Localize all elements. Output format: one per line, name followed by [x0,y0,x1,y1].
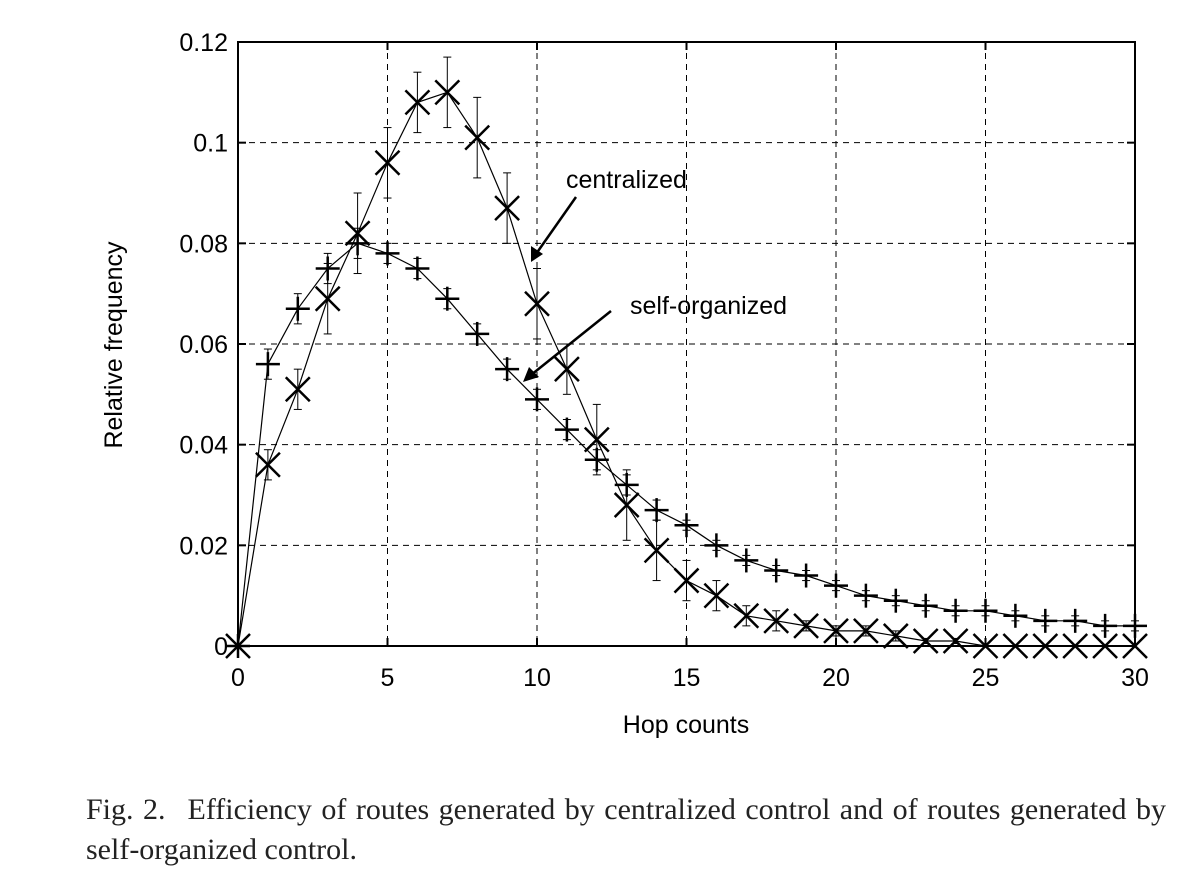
data-point [314,285,341,312]
data-point [882,623,909,649]
x-tick-label: 5 [381,664,395,692]
annotation-self-organized-arrow [530,310,612,376]
data-point [913,593,938,618]
data-point [644,498,669,523]
data-point [794,563,819,588]
data-point [763,607,790,634]
data-point [733,602,760,629]
data-point [374,149,401,176]
data-point [824,573,848,598]
data-point [943,598,968,623]
data-point [912,628,939,654]
annotation-centralized-label: centralized [566,166,687,194]
x-tick-label: 20 [822,664,850,692]
figure-caption-label: Fig. 2. [86,793,166,826]
data-point [1033,608,1058,633]
annotation-self-organized-arrowhead [523,367,539,382]
data-point [734,548,759,573]
data-point [284,376,311,403]
data-point [495,357,520,382]
data-point [285,296,310,321]
x-tick-label: 30 [1121,664,1149,692]
data-point [524,290,550,317]
grid [238,42,1135,646]
y-tick-label: 0.06 [179,331,228,359]
annotation-centralized: centralized [531,166,687,262]
x-tick-label: 10 [523,664,551,692]
data-point [823,618,849,644]
data-point [793,612,819,639]
data-point [494,195,520,221]
annotation-centralized-arrow [534,196,578,255]
y-tick-label: 0.12 [179,29,228,57]
figure-caption-text: Efficiency of routes generated by centra… [86,793,1166,866]
data-point [554,417,579,442]
data-point [883,588,908,613]
data-point [375,241,400,266]
data-point [404,89,431,116]
data-point [673,567,700,594]
figure-caption: Fig. 2. Efficiency of routes generated by… [86,790,1166,870]
data-point [1093,613,1118,638]
y-tick-label: 0.08 [179,230,228,258]
series-layer [225,56,1148,659]
x-tick-label: 15 [673,664,701,692]
x-tick-label: 0 [231,664,245,692]
data-point [674,513,699,538]
data-point [434,79,461,106]
data-point [853,618,879,644]
ticks: 0 5 10 15 20 25 30 0 0.02 0.04 0.06 0.08 0.1 0.12 [179,29,1149,692]
data-point [584,447,609,472]
data-point [465,321,490,346]
y-tick-label: 0 [214,633,228,661]
data-point [703,582,730,609]
data-point [643,537,670,564]
x-axis-label: Hop counts [623,711,749,739]
y-tick-label: 0.02 [179,532,228,560]
series-centralized [225,56,1148,659]
annotation-self-organized-label: self-organized [630,292,787,320]
data-point [942,628,969,654]
y-tick-label: 0.04 [179,432,228,460]
y-axis-label: Relative frequency [100,241,128,449]
data-point [1003,603,1028,628]
data-point [255,352,280,377]
chart: 0 5 10 15 20 25 30 0 0.02 0.04 0.06 0.08 0.1 0.12 Hop… [100,29,1149,739]
x-tick-label: 25 [972,664,1000,692]
data-point [315,256,340,281]
data-point [405,256,430,281]
annotation-self-organized: self-organized [523,292,787,382]
data-point [973,598,998,623]
data-point [554,356,580,383]
annotation-centralized-arrowhead [531,246,543,262]
data-point [255,451,281,478]
data-point [613,492,640,518]
data-point [853,583,878,608]
y-tick-label: 0.1 [193,130,228,158]
data-point [614,472,639,497]
data-point [1063,608,1088,633]
data-point [345,231,370,256]
data-point [525,387,549,412]
data-point [583,426,610,453]
data-point [435,286,460,311]
data-point [764,558,789,583]
data-point [464,124,491,151]
data-point [704,533,729,558]
